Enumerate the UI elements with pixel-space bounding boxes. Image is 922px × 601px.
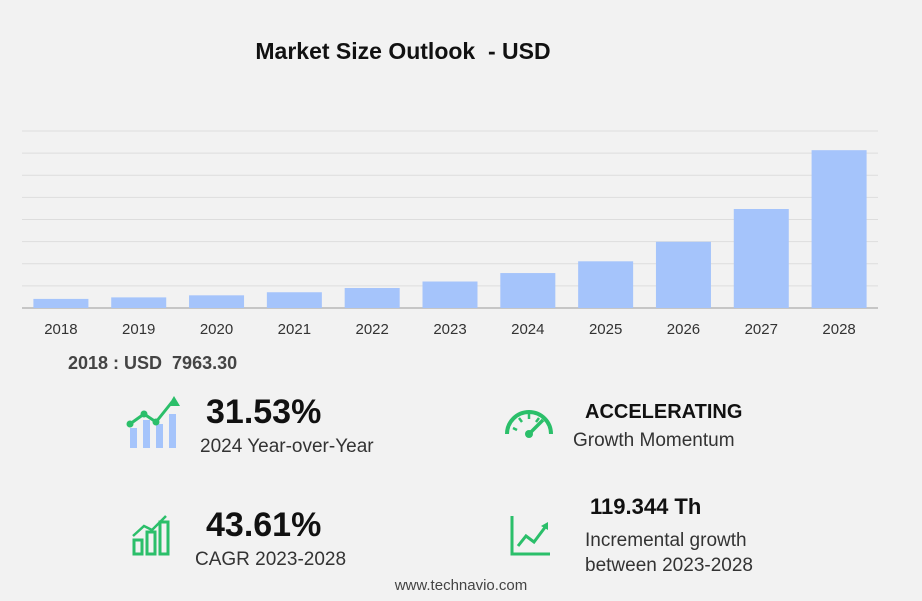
x-tick-label: 2020	[200, 321, 233, 338]
x-tick-label: 2026	[667, 321, 700, 338]
x-tick-label: 2018	[44, 321, 77, 338]
bar-chart: 2018 2019 2020 2021 2022 2023 2024 2025 2026 2027…	[22, 130, 878, 338]
x-tick-label: 2021	[278, 321, 311, 338]
x-tick-label: 2022	[355, 321, 388, 338]
bar-2019	[111, 297, 167, 308]
yoy-value: 31.53%	[206, 393, 322, 431]
bar-2022	[344, 288, 400, 308]
bar-2028	[811, 150, 867, 308]
bar-2018	[33, 298, 89, 308]
base-year-value: 2018 : USD 7963.30	[68, 353, 238, 373]
x-tick-label: 2019	[122, 321, 155, 338]
bar-2023	[422, 281, 478, 308]
x-tick-label: 2023	[433, 321, 466, 338]
gauge-icon	[505, 410, 553, 438]
incremental-caption-line1: Incremental growth	[585, 530, 747, 551]
momentum-heading: ACCELERATING	[585, 401, 743, 423]
bar-2027	[733, 208, 789, 308]
yoy-caption: 2024 Year-over-Year	[200, 436, 374, 457]
footer-url[interactable]: www.technavio.com	[394, 577, 528, 594]
cagr-value: 43.61%	[206, 506, 322, 544]
x-tick-label: 2027	[745, 321, 778, 338]
incremental-value: 119.344 Th	[590, 494, 702, 519]
bar-2025	[578, 261, 634, 308]
chart-title: Market Size Outlook - USD	[255, 38, 551, 64]
line-chart-icon	[510, 516, 550, 556]
bar-2021	[266, 292, 322, 308]
bar-2026	[655, 241, 711, 308]
bar-chart-icon	[132, 515, 170, 556]
growth-bars-icon	[126, 396, 180, 448]
bar-2020	[189, 295, 245, 308]
x-tick-label: 2024	[511, 321, 544, 338]
bar-2024	[500, 273, 556, 308]
cagr-caption: CAGR 2023-2028	[195, 549, 347, 570]
momentum-caption: Growth Momentum	[573, 430, 735, 451]
incremental-caption-line2: between 2023-2028	[585, 555, 753, 576]
x-tick-label: 2025	[589, 321, 622, 338]
x-tick-label: 2028	[822, 321, 855, 338]
